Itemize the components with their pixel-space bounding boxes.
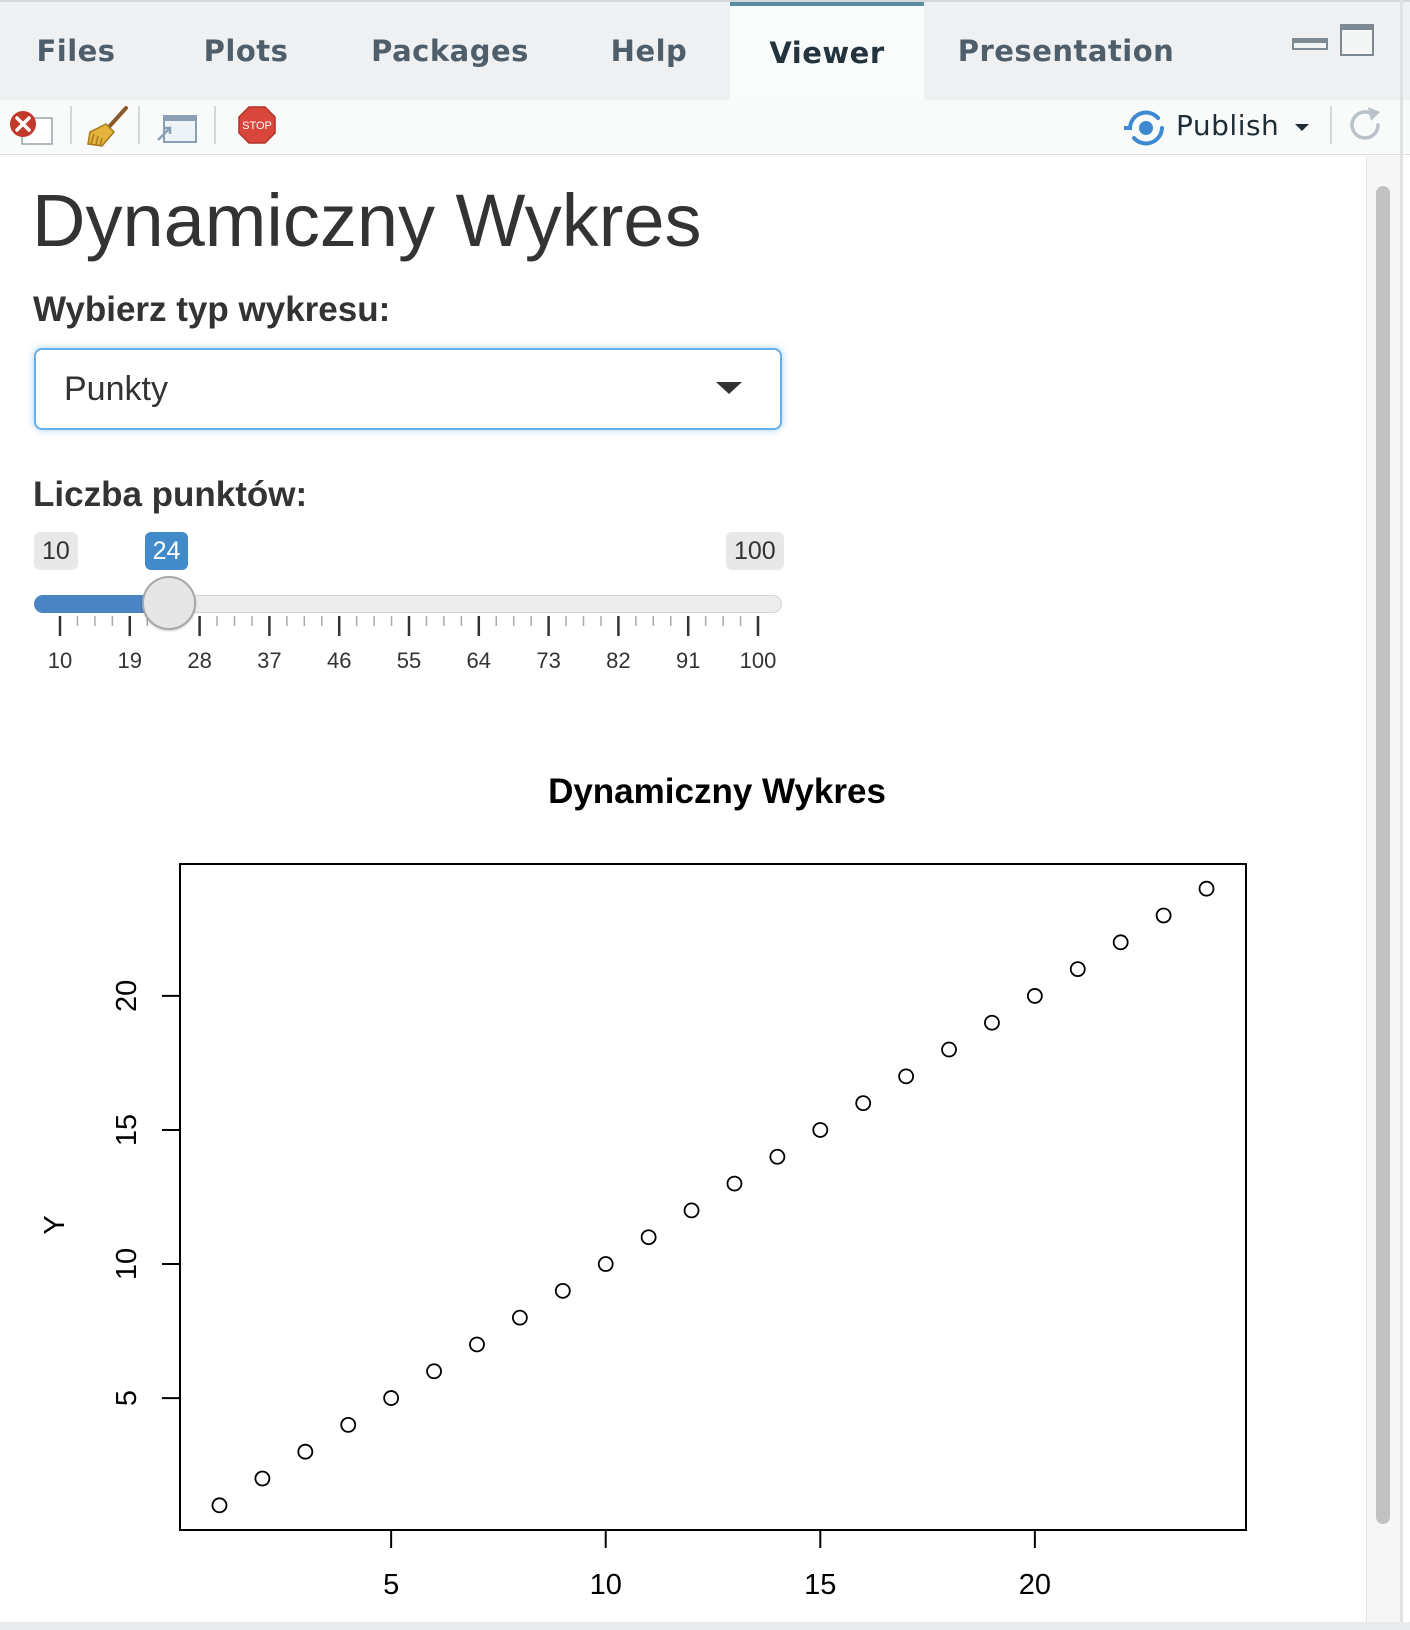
data-point bbox=[1155, 907, 1172, 924]
data-point bbox=[640, 1229, 657, 1246]
slider-handle[interactable] bbox=[141, 576, 196, 630]
tab-presentation[interactable]: Presentation bbox=[957, 34, 1175, 68]
tab-files[interactable]: Files bbox=[36, 34, 116, 68]
toolbar-separator bbox=[138, 106, 140, 144]
data-point bbox=[254, 1470, 271, 1487]
points-label: Liczba punktów: bbox=[33, 475, 308, 514]
data-point bbox=[1069, 961, 1086, 978]
data-point bbox=[1112, 934, 1129, 951]
data-point bbox=[726, 1175, 743, 1192]
slider-tick-label: 46 bbox=[327, 648, 351, 673]
data-point bbox=[855, 1095, 872, 1112]
tab-viewer[interactable]: Viewer bbox=[730, 2, 924, 100]
data-point bbox=[683, 1202, 700, 1219]
plot-type-selected-value: Punkty bbox=[64, 370, 168, 408]
remove-viewer-icon[interactable] bbox=[8, 108, 56, 148]
x-tick-label: 15 bbox=[804, 1569, 836, 1601]
maximize-icon[interactable] bbox=[1340, 24, 1374, 56]
data-point bbox=[812, 1122, 829, 1138]
page-title: Dynamiczny Wykres bbox=[32, 179, 702, 262]
data-point bbox=[554, 1282, 571, 1299]
toolbar-separator bbox=[70, 106, 72, 144]
x-tick-label: 5 bbox=[383, 1569, 399, 1601]
minimize-icon[interactable] bbox=[1292, 34, 1328, 52]
data-point bbox=[769, 1148, 786, 1165]
toolbar-separator bbox=[1330, 106, 1332, 144]
x-tick-label: 10 bbox=[590, 1569, 622, 1601]
slider-value-badge: 24 bbox=[144, 532, 189, 570]
data-point bbox=[383, 1390, 400, 1406]
pane-tab-bar: Files Plots Packages Help Viewer Present… bbox=[0, 0, 1410, 100]
slider-tick-label: 100 bbox=[740, 648, 777, 673]
x-tick-label: 20 bbox=[1019, 1569, 1051, 1601]
slider-tick-label: 73 bbox=[536, 648, 560, 673]
slider-tick-label: 91 bbox=[676, 648, 700, 673]
y-tick-label: 5 bbox=[111, 1390, 143, 1406]
plot-type-label: Wybierz typ wykresu: bbox=[33, 290, 391, 329]
tab-packages[interactable]: Packages bbox=[371, 34, 529, 68]
publish-dropdown-icon[interactable] bbox=[1292, 118, 1312, 138]
pane-border bbox=[0, 1622, 1410, 1630]
chart-title: Dynamiczny Wykres bbox=[548, 772, 886, 811]
tab-plots[interactable]: Plots bbox=[203, 34, 289, 68]
stop-icon[interactable]: STOP bbox=[238, 106, 276, 144]
data-point bbox=[597, 1256, 614, 1272]
popout-window-icon[interactable] bbox=[154, 108, 200, 148]
data-point bbox=[426, 1363, 442, 1380]
broom-icon[interactable] bbox=[86, 104, 132, 150]
data-point bbox=[984, 1014, 1000, 1031]
chevron-down-icon bbox=[716, 382, 742, 394]
y-axis-label: Y bbox=[39, 1215, 71, 1234]
publish-icon[interactable] bbox=[1124, 108, 1168, 148]
plot-frame bbox=[179, 863, 1247, 1531]
slider-min-badge: 10 bbox=[34, 532, 78, 570]
data-point bbox=[511, 1309, 528, 1326]
y-tick-label: 15 bbox=[111, 1114, 143, 1146]
data-point bbox=[898, 1068, 915, 1085]
scatter-plot: 5 10 15 20 5 10 15 20 Y bbox=[39, 863, 1247, 1601]
data-point bbox=[1026, 988, 1043, 1004]
slider-tick-scale: 10 19 28 37 46 55 64 73 82 91 100 bbox=[48, 616, 777, 673]
plot-type-select[interactable]: Punkty bbox=[34, 348, 782, 430]
slider-tick-label: 10 bbox=[48, 648, 72, 673]
svg-text:STOP: STOP bbox=[242, 120, 272, 132]
tab-help[interactable]: Help bbox=[610, 34, 688, 68]
slider-tick-label: 19 bbox=[118, 648, 142, 673]
data-point bbox=[469, 1336, 485, 1353]
data-point bbox=[941, 1041, 957, 1058]
slider-tick-label: 55 bbox=[397, 648, 421, 673]
data-point bbox=[211, 1497, 228, 1514]
toolbar-separator bbox=[214, 106, 216, 144]
slider-tick-label: 28 bbox=[187, 648, 211, 673]
viewer-scrollbar-thumb[interactable] bbox=[1376, 186, 1390, 1524]
y-tick-label: 10 bbox=[111, 1248, 143, 1280]
slider-max-badge: 100 bbox=[726, 532, 784, 570]
data-point bbox=[297, 1443, 314, 1460]
slider-tick-label: 37 bbox=[257, 648, 281, 673]
data-point bbox=[1198, 880, 1215, 897]
refresh-icon[interactable] bbox=[1344, 104, 1386, 146]
publish-button[interactable]: Publish bbox=[1176, 109, 1280, 142]
y-tick-label: 20 bbox=[111, 980, 143, 1012]
slider-tick-label: 64 bbox=[467, 648, 491, 673]
data-point bbox=[340, 1416, 357, 1433]
slider-tick-label: 82 bbox=[606, 648, 630, 673]
pane-border bbox=[1400, 0, 1403, 1630]
slider-fill bbox=[34, 595, 169, 613]
viewer-toolbar bbox=[0, 100, 1410, 155]
